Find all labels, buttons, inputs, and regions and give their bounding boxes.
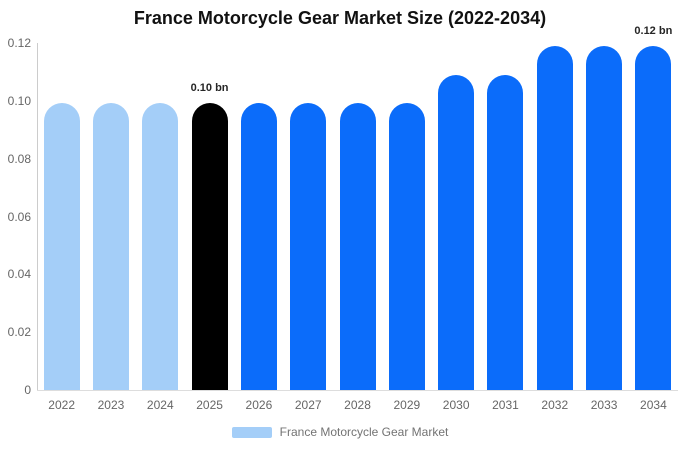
- legend: France Motorcycle Gear Market: [0, 425, 680, 439]
- bar-slot-2024: [136, 0, 185, 390]
- x-tick-label-2023: 2023: [97, 398, 125, 412]
- bar-slot-2026: [234, 0, 283, 390]
- y-tick-label-0.02: 0.02: [7, 325, 31, 340]
- bar-2027: [290, 103, 327, 390]
- annotation-2025: 0.10 bn: [190, 82, 229, 94]
- bar-slot-2029: [382, 0, 431, 390]
- x-tick-label-2033: 2033: [590, 398, 618, 412]
- bar-slot-2023: [86, 0, 135, 390]
- bar-2023: [92, 103, 129, 390]
- x-tick-label-2026: 2026: [245, 398, 273, 412]
- x-axis-tick-labels: 2022 2023 2024 2025 2026 2027 2028 2029 2030 2031…: [37, 398, 678, 412]
- bar-slot-2031: [481, 0, 530, 390]
- x-tick-label-2028: 2028: [344, 398, 371, 412]
- bar-slot-2025: [185, 0, 234, 390]
- x-tick-label-2034: 2034: [640, 398, 667, 412]
- legend-label: France Motorcycle Gear Market: [279, 425, 449, 439]
- x-tick-label-2031: 2031: [492, 398, 519, 412]
- y-tick-label-0.10: 0.10: [7, 93, 31, 108]
- bar-2034: [635, 46, 672, 390]
- bar-slot-2033: [579, 0, 628, 390]
- bar-slot-2030: [432, 0, 481, 390]
- plot-area: [37, 0, 678, 390]
- bar-slot-2032: [530, 0, 579, 390]
- bar-2031: [487, 75, 524, 390]
- bar-2032: [536, 46, 573, 390]
- bar-2030: [438, 75, 475, 390]
- bar-2033: [586, 46, 623, 390]
- y-tick-label-0.08: 0.08: [7, 151, 31, 166]
- bar-slot-2027: [284, 0, 333, 390]
- bar-2022: [43, 103, 80, 390]
- y-tick-label-0: 0: [24, 383, 31, 397]
- x-tick-label-2025: 2025: [196, 398, 223, 412]
- x-tick-label-2022: 2022: [48, 398, 75, 412]
- y-tick-label-0.06: 0.06: [7, 209, 31, 224]
- annotation-2034: 0.12 bn: [634, 25, 673, 37]
- bar-2025: [191, 103, 228, 390]
- y-axis-line: [37, 43, 38, 390]
- x-tick-label-2030: 2030: [442, 398, 470, 412]
- chart-title: France Motorcycle Gear Market Size (2022…: [133, 8, 547, 28]
- bar-2029: [388, 103, 425, 390]
- x-tick-label-2024: 2024: [146, 398, 174, 412]
- bar-slot-2028: [333, 0, 382, 390]
- bar-slot-2022: [37, 0, 86, 390]
- bar-2028: [339, 103, 376, 390]
- legend-swatch: [231, 426, 272, 438]
- bar-2026: [240, 103, 277, 390]
- x-tick-label-2029: 2029: [393, 398, 421, 412]
- x-axis-line: [37, 390, 678, 391]
- x-tick-label-2032: 2032: [541, 398, 569, 412]
- y-tick-label-0.04: 0.04: [7, 267, 31, 282]
- bar-2024: [142, 103, 179, 390]
- y-tick-label-0.12: 0.12: [7, 36, 31, 50]
- bar-slot-2034: [629, 0, 678, 390]
- x-tick-label-2027: 2027: [294, 398, 322, 412]
